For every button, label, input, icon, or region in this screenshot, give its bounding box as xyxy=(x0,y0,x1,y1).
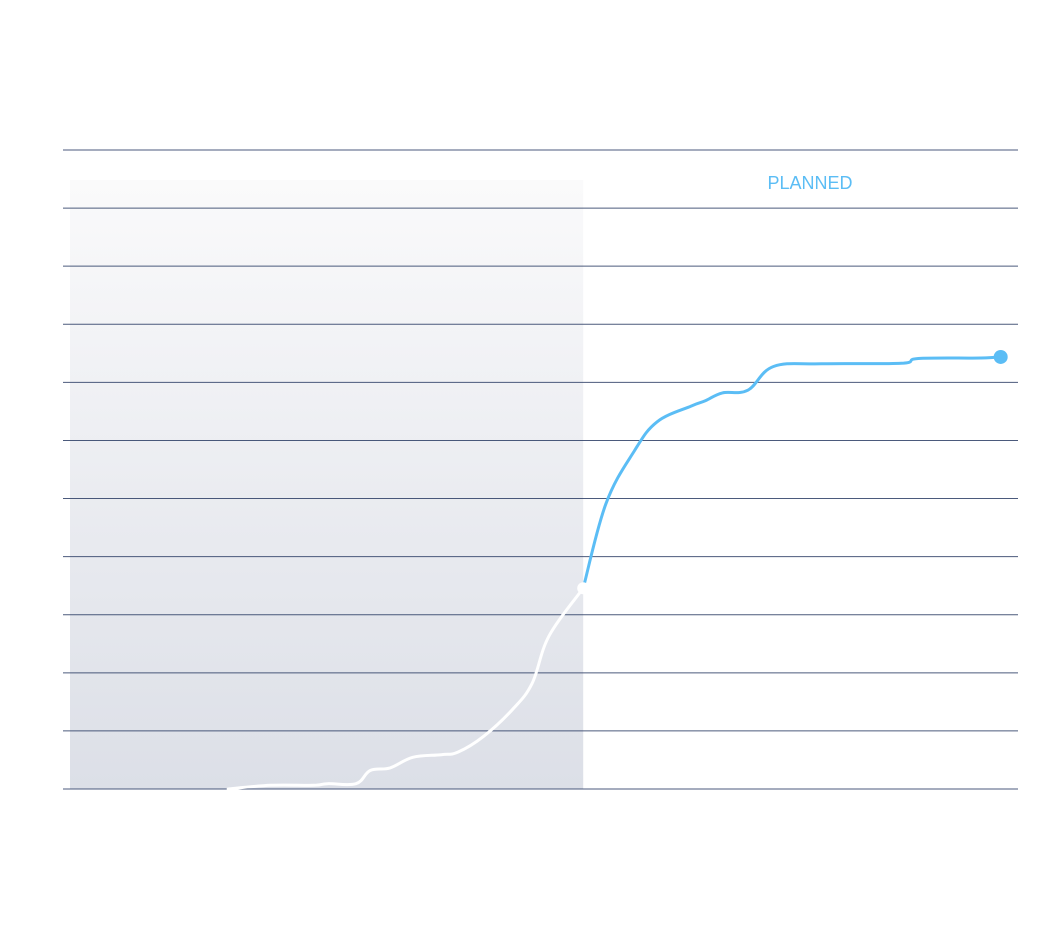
planned-label: PLANNED xyxy=(767,173,852,193)
planned-series-line xyxy=(581,355,1004,590)
grid xyxy=(63,149,1018,790)
actual-series-line xyxy=(226,586,585,791)
planned-end-point xyxy=(993,349,1008,364)
actual-end-point xyxy=(577,582,590,595)
actual-region-shade xyxy=(70,180,584,789)
series-layer xyxy=(226,349,1008,791)
